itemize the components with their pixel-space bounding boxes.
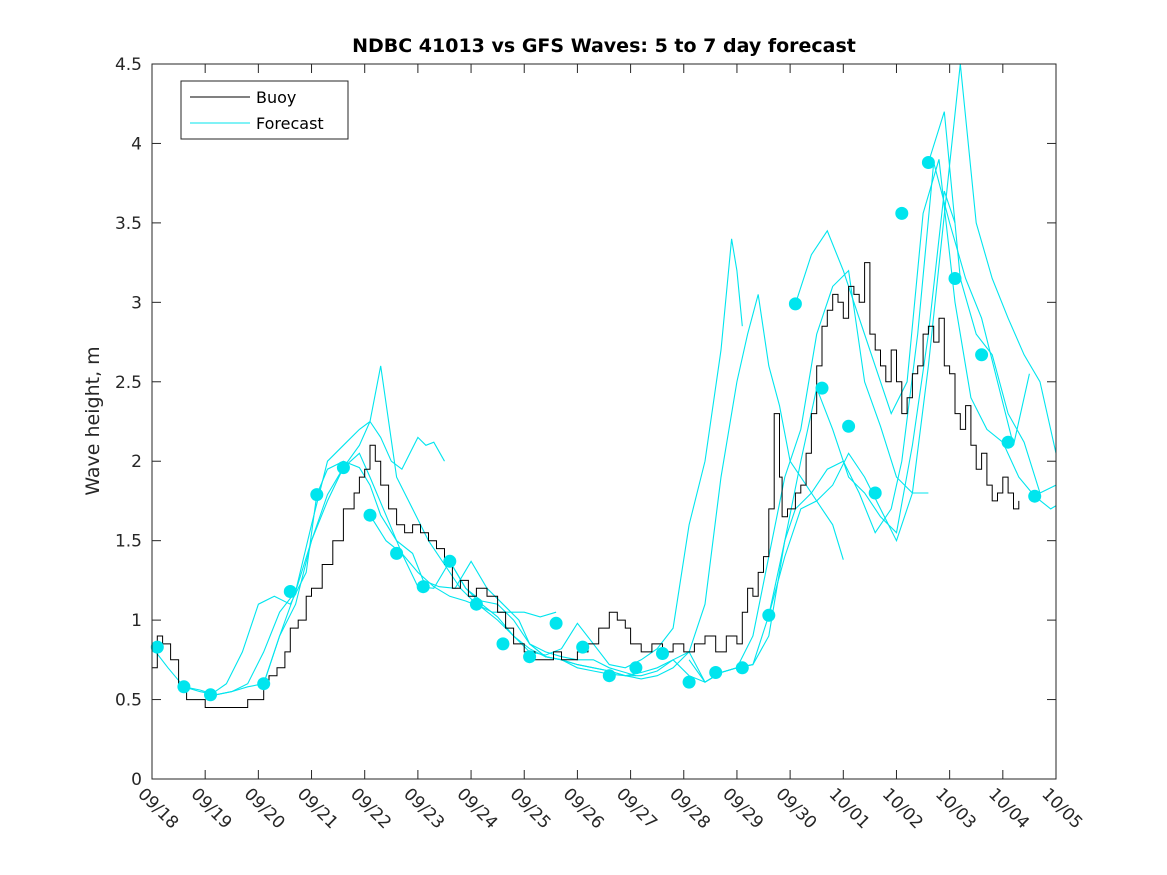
y-tick-label: 0.5 (115, 691, 142, 711)
forecast-marker (709, 666, 723, 679)
chart-title: NDBC 41013 vs GFS Waves: 5 to 7 day fore… (352, 35, 856, 57)
y-tick-label: 1.5 (115, 532, 142, 552)
forecast-marker (576, 640, 590, 654)
forecast-marker (310, 488, 324, 502)
forecast-marker (602, 669, 616, 683)
forecast-marker (257, 677, 271, 691)
buoy-line (152, 262, 1020, 708)
forecast-marker (948, 272, 962, 285)
forecast-marker (1001, 435, 1015, 449)
forecast-line-3 (210, 460, 637, 696)
forecast-marker (523, 650, 537, 664)
forecast-marker (469, 597, 483, 611)
forecast-marker (762, 608, 776, 622)
forecast-marker (416, 580, 430, 594)
y-tick-label: 3 (131, 293, 142, 313)
y-tick-label: 4 (131, 134, 142, 154)
forecast-marker (1028, 489, 1042, 503)
forecast-marker (336, 461, 350, 475)
forecast-marker (549, 616, 563, 630)
forecast-marker (815, 381, 829, 395)
y-tick-label: 1 (131, 611, 142, 631)
forecast-marker (443, 554, 457, 568)
y-tick-label: 2.5 (115, 373, 142, 393)
forecast-marker (390, 546, 404, 560)
forecast-marker (842, 419, 856, 433)
y-tick-label: 2 (131, 452, 142, 472)
legend-box (180, 80, 349, 140)
forecast-marker (921, 156, 935, 169)
forecast-marker (788, 297, 802, 311)
y-axis-label: Wave height, m (82, 346, 104, 495)
forecast-marker (682, 675, 696, 689)
forecast-marker (656, 647, 669, 660)
forecast-marker (177, 680, 191, 694)
forecast-marker (975, 348, 989, 362)
forecast-marker (629, 661, 643, 675)
y-tick-label: 0 (131, 770, 142, 790)
legend: Buoy Forecast (180, 80, 349, 140)
plot-background (152, 64, 1056, 779)
forecast-marker (283, 585, 297, 598)
forecast-marker (735, 661, 749, 675)
forecast-marker (363, 508, 377, 522)
forecast-marker (496, 637, 510, 651)
forecast-line-9 (768, 64, 1056, 616)
legend-buoy-label: Buoy (256, 88, 296, 107)
forecast-marker (895, 206, 909, 220)
plot-area: 00.511.522.533.544.509/18 09/19 09/20 09/21… (115, 55, 1086, 833)
axes-box (151, 63, 1057, 780)
legend-forecast-label: Forecast (256, 114, 324, 133)
forecast-line-10 (794, 159, 1056, 510)
forecast-line-11 (927, 111, 1056, 494)
forecast-marker (150, 640, 164, 654)
forecast-line-5 (369, 294, 844, 677)
y-tick-label: 3.5 (115, 214, 142, 234)
y-tick-label: 4.5 (115, 55, 142, 75)
forecast-marker (868, 486, 882, 500)
forecast-marker (204, 688, 217, 702)
